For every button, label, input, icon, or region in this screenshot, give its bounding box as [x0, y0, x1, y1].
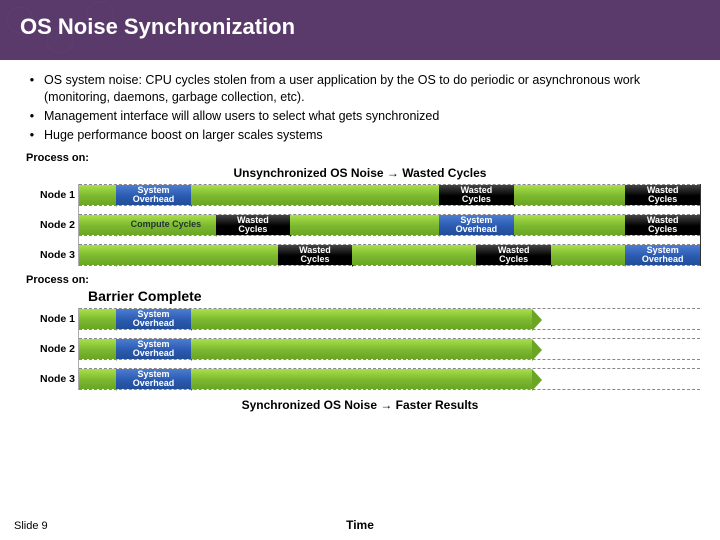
gantt-segment: [79, 185, 116, 205]
bullet-item: •OS system noise: CPU cycles stolen from…: [20, 72, 700, 106]
slide-content: •OS system noise: CPU cycles stolen from…: [0, 60, 720, 412]
gantt-segment: [79, 369, 116, 389]
node-label: Node 2: [21, 343, 75, 355]
node-label: Node 1: [21, 189, 75, 201]
gantt-segment: [79, 215, 116, 235]
gantt-segment: [191, 309, 533, 329]
unsync-gantt: Node 1System OverheadWasted CyclesWasted…: [78, 184, 700, 266]
node-label: Node 2: [21, 219, 75, 231]
bullet-item: •Management interface will allow users t…: [20, 108, 700, 125]
gantt-segment: [191, 369, 533, 389]
bullet-item: •Huge performance boost on larger scales…: [20, 127, 700, 144]
gantt-track: System Overhead: [79, 368, 700, 390]
node-label: Node 3: [21, 373, 75, 385]
barrier-line: [700, 184, 701, 266]
gantt-segment: System Overhead: [116, 185, 191, 205]
gantt-track: Compute CyclesWasted CyclesSystem Overhe…: [79, 214, 700, 236]
bullet-list: •OS system noise: CPU cycles stolen from…: [20, 72, 700, 144]
unsync-chart-title: Unsynchronized OS Noise → Wasted Cycles: [20, 166, 700, 180]
time-axis-label: Time: [346, 518, 374, 532]
gantt-segment: System Overhead: [439, 215, 514, 235]
process-on-label-1: Process on:: [26, 152, 700, 164]
gantt-segment: Compute Cycles: [116, 215, 215, 235]
gantt-segment: [116, 245, 277, 265]
gantt-segment: Wasted Cycles: [625, 215, 700, 235]
gantt-segment: System Overhead: [116, 309, 191, 329]
gantt-segment: [191, 185, 439, 205]
node-label: Node 1: [21, 313, 75, 325]
node-label: Node 3: [21, 249, 75, 261]
gantt-segment: [191, 339, 533, 359]
gantt-track: System Overhead: [79, 308, 700, 330]
gantt-segment: System Overhead: [116, 369, 191, 389]
bullet-text: OS system noise: CPU cycles stolen from …: [44, 72, 700, 106]
gantt-segment: [514, 215, 626, 235]
slide-header: OS Noise Synchronization: [0, 0, 720, 60]
gantt-row: Node 2Compute CyclesWasted CyclesSystem …: [79, 214, 700, 236]
slide-title: OS Noise Synchronization: [20, 14, 700, 40]
gantt-segment: [551, 245, 626, 265]
gantt-segment: Wasted Cycles: [439, 185, 514, 205]
gantt-row: Node 1System Overhead: [79, 308, 700, 330]
gantt-segment: Wasted Cycles: [476, 245, 551, 265]
gantt-segment: System Overhead: [625, 245, 700, 265]
gantt-track: System Overhead: [79, 338, 700, 360]
bullet-text: Huge performance boost on larger scales …: [44, 127, 323, 144]
gantt-segment: Wasted Cycles: [216, 215, 291, 235]
gantt-track: System Overhead Wasted Cycles Wasted Cycle…: [79, 184, 700, 206]
bullet-text: Management interface will allow users to…: [44, 108, 439, 125]
gantt-row: Node 3System Overhead: [79, 368, 700, 390]
gantt-segment: System Overhead: [116, 339, 191, 359]
sync-chart-title: Synchronized OS Noise → Faster Results: [20, 398, 700, 412]
sync-gantt: Node 1System Overhead Node 2System Overhe…: [78, 308, 700, 390]
gantt-segment: [514, 185, 626, 205]
gantt-segment: [79, 245, 116, 265]
gantt-segment: [79, 339, 116, 359]
gantt-row: Node 2System Overhead: [79, 338, 700, 360]
gantt-row: Node 3Wasted CyclesWasted CyclesSystem O…: [79, 244, 700, 266]
gantt-segment: [79, 309, 116, 329]
gantt-segment: [352, 245, 476, 265]
gantt-segment: [290, 215, 439, 235]
slide-number: Slide 9: [14, 520, 48, 532]
gantt-track: Wasted Cycles Wasted Cycles System Overhea…: [79, 244, 700, 266]
barrier-complete-label: Barrier Complete: [88, 288, 700, 304]
process-on-label-2: Process on:: [26, 274, 700, 286]
gantt-segment: Wasted Cycles: [625, 185, 700, 205]
gantt-row: Node 1System OverheadWasted CyclesWasted…: [79, 184, 700, 206]
gantt-segment: Wasted Cycles: [278, 245, 353, 265]
